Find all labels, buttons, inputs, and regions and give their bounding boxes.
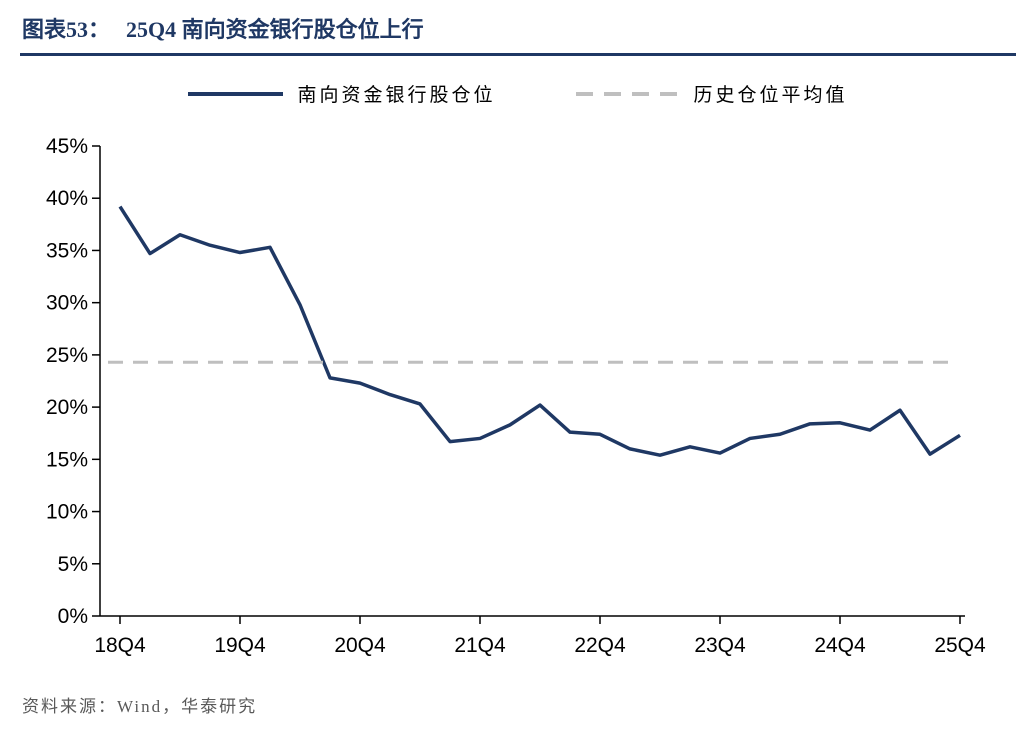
source-note: 资料来源：Wind，华泰研究 (22, 697, 258, 716)
legend-series-label: 南向资金银行股仓位 (297, 85, 496, 106)
x-axis-label: 19Q4 (214, 634, 266, 657)
figure-number-label: 图表53： (22, 17, 111, 42)
x-axis-label: 20Q4 (334, 634, 386, 657)
x-axis-label: 23Q4 (694, 634, 746, 657)
x-axis-label: 25Q4 (934, 634, 986, 657)
y-axis-label: 25% (46, 344, 88, 367)
x-axis-label: 24Q4 (814, 634, 866, 657)
y-axis-label: 40% (46, 187, 88, 210)
y-axis-label: 5% (58, 553, 88, 576)
dashed-line-swatch-icon (575, 91, 680, 96)
y-axis-label: 10% (46, 501, 88, 524)
x-axis-label: 22Q4 (574, 634, 626, 657)
figure-title: 25Q4 南向资金银行股仓位上行 (126, 17, 424, 42)
figure-header: 图表53： 25Q4 南向资金银行股仓位上行 (22, 12, 424, 44)
legend-item-series: 南向资金银行股仓位 (188, 80, 495, 107)
southbound-position-line (118, 205, 961, 457)
chart-legend: 南向资金银行股仓位 历史仓位平均值 (0, 80, 1036, 107)
y-axis-label: 0% (58, 605, 88, 628)
x-axis-label: 21Q4 (454, 634, 506, 657)
y-axis-label: 35% (46, 239, 88, 262)
y-axis-label: 30% (46, 292, 88, 315)
title-divider (20, 53, 1016, 56)
y-axis-label: 45% (46, 135, 88, 158)
legend-item-average: 历史仓位平均值 (575, 80, 848, 107)
y-axis-label: 15% (46, 448, 88, 471)
solid-line-swatch-icon (188, 91, 284, 96)
position-line-chart: 0% 5% 10% 15% 20% 25% 30% 35% 40% 45% 18Q4 19Q4 20Q4… (46, 135, 986, 657)
x-axis-label: 18Q4 (94, 634, 146, 657)
legend-average-label: 历史仓位平均值 (693, 85, 848, 106)
y-axis-label: 20% (46, 396, 88, 419)
